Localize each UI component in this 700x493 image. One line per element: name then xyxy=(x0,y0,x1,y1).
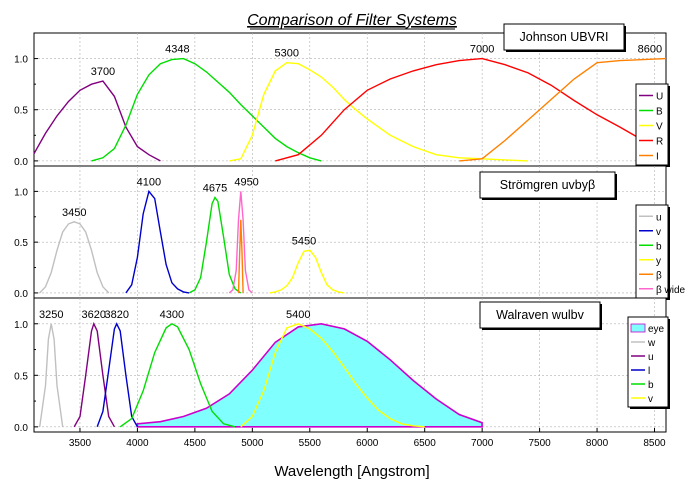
x-tick-label: 6500 xyxy=(414,438,437,449)
peak-label: 4100 xyxy=(137,176,161,188)
legend-label-u: u xyxy=(648,352,654,363)
series-B-line xyxy=(91,57,322,162)
peak-label: 5300 xyxy=(275,48,299,60)
legend-label-b: b xyxy=(648,380,654,391)
peak-label: 4950 xyxy=(234,176,258,188)
series-b-line xyxy=(188,196,242,294)
series-w-line xyxy=(39,323,64,427)
legend-label-u: u xyxy=(656,212,662,223)
panel-frame xyxy=(33,32,667,167)
x-tick-label: 7000 xyxy=(471,438,494,449)
legend-label-V: V xyxy=(656,122,663,133)
panel-title: Strömgren uvbyβ xyxy=(500,178,595,192)
y-tick-label: 1.0 xyxy=(14,187,28,198)
peak-label: 8600 xyxy=(638,44,662,56)
panel-title: Walraven wulbv xyxy=(496,308,585,322)
y-tick-label: 0.5 xyxy=(14,238,28,249)
x-tick-label: 8500 xyxy=(643,438,666,449)
peak-label: 3450 xyxy=(62,207,86,219)
peak-label: 3820 xyxy=(104,309,128,321)
peak-label: 4675 xyxy=(203,182,227,194)
x-tick-label: 4000 xyxy=(126,438,149,449)
legend-label-b: b xyxy=(656,241,662,252)
y-tick-label: 0.5 xyxy=(14,106,28,117)
legend-box xyxy=(635,204,669,299)
legend-label-w: w xyxy=(647,338,656,349)
series-l-line xyxy=(96,322,139,428)
series-v-line xyxy=(240,323,425,428)
y-tick-label: 0.0 xyxy=(14,423,28,434)
legend-swatch-eye xyxy=(630,323,646,333)
legend-label-y: y xyxy=(656,256,661,267)
x-axis-label: Wavelength [Angstrom] xyxy=(274,463,429,480)
legend-label-l: l xyxy=(648,366,650,377)
panel-title-box xyxy=(479,301,601,329)
series-I-line xyxy=(459,57,667,162)
legend-label-v: v xyxy=(656,227,661,238)
series-y-line xyxy=(269,249,345,294)
legend-label-R: R xyxy=(656,137,663,148)
legend-label-eye: eye xyxy=(648,324,665,335)
x-tick-label: 5500 xyxy=(299,438,322,449)
series-eye-area xyxy=(136,322,483,428)
series-β-line xyxy=(237,219,244,293)
panel-2: 0.0 0.5 1.0 3450 4100 4675 4950 5450 Strömgren u… xyxy=(14,165,686,300)
peak-label: 5400 xyxy=(286,309,310,321)
legend-label-B: B xyxy=(656,107,663,118)
legend-label-I: I xyxy=(656,152,659,163)
series-u-line xyxy=(73,321,116,428)
x-tick-label: 4500 xyxy=(184,438,207,449)
legend-box xyxy=(635,83,669,166)
x-axis: 3500 4000 4500 5000 5500 6000 6500 7000 7500 8000… xyxy=(69,428,666,449)
peak-label: 3250 xyxy=(39,309,63,321)
peak-label: 5450 xyxy=(292,235,316,247)
series-V-line xyxy=(229,61,529,162)
chart-title: Comparison of Filter Systems xyxy=(247,12,457,29)
y-tick-label: 0.0 xyxy=(14,289,28,300)
x-tick-label: 3500 xyxy=(69,438,92,449)
series-b-line xyxy=(119,322,236,428)
peak-label: 3620 xyxy=(82,309,106,321)
x-tick-label: 6000 xyxy=(356,438,379,449)
peak-label: 4348 xyxy=(165,44,189,56)
y-tick-label: 1.0 xyxy=(14,55,28,66)
peak-label: 4300 xyxy=(160,309,184,321)
peak-label: 3700 xyxy=(91,66,115,78)
panel-title-box xyxy=(503,23,625,51)
y-tick-label: 0.5 xyxy=(14,371,28,382)
panel-title-box xyxy=(479,171,616,199)
legend-label-v: v xyxy=(648,394,653,405)
legend-label-β wide: β wide xyxy=(656,285,686,296)
panel-1: 0.0 0.5 1.0 3700 4348 5300 7000 8600 Johnson UBV… xyxy=(14,23,670,168)
peak-label: 7000 xyxy=(470,44,494,56)
series-β wide-line xyxy=(228,191,253,294)
x-tick-label: 8000 xyxy=(586,438,609,449)
x-tick-label: 5000 xyxy=(241,438,264,449)
legend-label-U: U xyxy=(656,92,663,103)
panel-title: Johnson UBVRI xyxy=(520,30,609,44)
series-u-line xyxy=(39,221,110,294)
y-tick-label: 0.0 xyxy=(14,157,28,168)
x-tick-label: 7500 xyxy=(528,438,551,449)
panels: 0.0 0.5 1.0 3700 4348 5300 7000 8600 Johnson UBV… xyxy=(14,23,686,434)
series-v-line xyxy=(125,189,190,294)
y-tick-label: 1.0 xyxy=(14,320,28,331)
series-R-line xyxy=(275,57,667,162)
series-U-line xyxy=(33,80,161,162)
legend-label-β: β xyxy=(656,270,662,281)
